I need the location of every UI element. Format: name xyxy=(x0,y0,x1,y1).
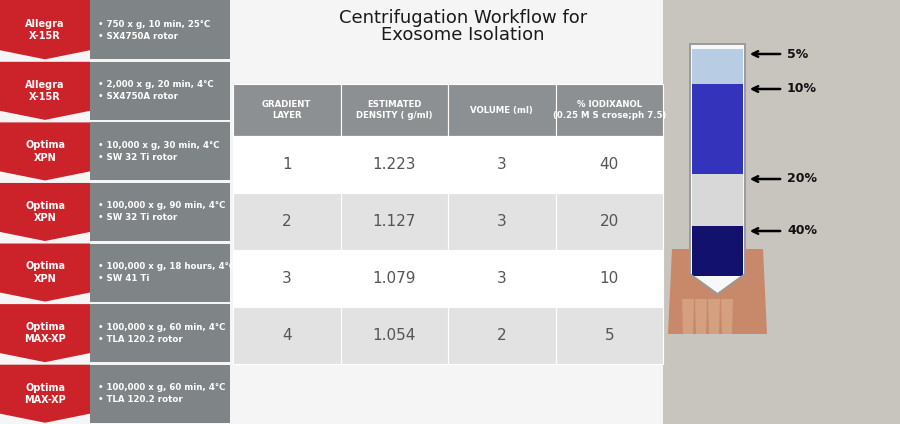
Polygon shape xyxy=(448,250,555,307)
Text: Optima
MAX-XP: Optima MAX-XP xyxy=(24,382,66,405)
Text: • 750 x g, 10 min, 25°C: • 750 x g, 10 min, 25°C xyxy=(98,20,211,29)
Text: • 10,000 x g, 30 min, 4°C: • 10,000 x g, 30 min, 4°C xyxy=(98,141,220,150)
Text: 1: 1 xyxy=(282,157,292,172)
Text: 20%: 20% xyxy=(787,173,817,186)
Polygon shape xyxy=(0,243,90,301)
Text: ESTIMATED
DENSITY ( g/ml): ESTIMATED DENSITY ( g/ml) xyxy=(356,100,433,120)
Polygon shape xyxy=(340,193,448,250)
Text: • 100,000 x g, 60 min, 4°C: • 100,000 x g, 60 min, 4°C xyxy=(98,323,225,332)
Text: 40%: 40% xyxy=(787,224,817,237)
Polygon shape xyxy=(695,299,707,334)
Text: 3: 3 xyxy=(497,271,507,286)
Text: Allegra
X-15R: Allegra X-15R xyxy=(25,80,65,102)
Polygon shape xyxy=(448,193,555,250)
Polygon shape xyxy=(340,250,448,307)
Polygon shape xyxy=(692,49,743,84)
Polygon shape xyxy=(0,365,90,423)
Text: 1.127: 1.127 xyxy=(373,214,416,229)
Polygon shape xyxy=(90,123,230,181)
Polygon shape xyxy=(690,44,745,294)
Text: Allegra
X-15R: Allegra X-15R xyxy=(25,19,65,42)
Polygon shape xyxy=(233,136,340,193)
Polygon shape xyxy=(555,307,663,364)
Text: • SX4750A rotor: • SX4750A rotor xyxy=(98,92,178,101)
Polygon shape xyxy=(663,0,900,424)
Text: Optima
XPN: Optima XPN xyxy=(25,140,65,163)
Text: 1.079: 1.079 xyxy=(373,271,416,286)
Text: • TLA 120.2 rotor: • TLA 120.2 rotor xyxy=(98,395,183,404)
Polygon shape xyxy=(721,299,733,334)
Text: 10: 10 xyxy=(599,271,619,286)
Text: 40: 40 xyxy=(599,157,619,172)
Text: 3: 3 xyxy=(282,271,292,286)
Polygon shape xyxy=(340,84,448,136)
Text: • SW 32 Ti rotor: • SW 32 Ti rotor xyxy=(98,153,177,162)
Polygon shape xyxy=(233,307,340,364)
Text: Optima
XPN: Optima XPN xyxy=(25,261,65,284)
Polygon shape xyxy=(0,123,90,181)
Polygon shape xyxy=(90,304,230,362)
Polygon shape xyxy=(0,62,90,120)
Polygon shape xyxy=(0,183,90,241)
Polygon shape xyxy=(555,193,663,250)
Text: 3: 3 xyxy=(497,157,507,172)
Text: 20: 20 xyxy=(599,214,619,229)
Text: • 2,000 x g, 20 min, 4°C: • 2,000 x g, 20 min, 4°C xyxy=(98,81,213,89)
Text: Optima
MAX-XP: Optima MAX-XP xyxy=(24,322,66,344)
Text: VOLUME (ml): VOLUME (ml) xyxy=(471,106,533,114)
Text: 1.054: 1.054 xyxy=(373,328,416,343)
Polygon shape xyxy=(692,174,743,226)
Text: • 100,000 x g, 90 min, 4°C: • 100,000 x g, 90 min, 4°C xyxy=(98,201,225,210)
Polygon shape xyxy=(90,243,230,301)
Polygon shape xyxy=(555,136,663,193)
Text: • 100,000 x g, 60 min, 4°C: • 100,000 x g, 60 min, 4°C xyxy=(98,383,225,392)
Text: 5%: 5% xyxy=(787,47,808,61)
Text: • TLA 120.2 rotor: • TLA 120.2 rotor xyxy=(98,335,183,343)
Text: 5: 5 xyxy=(605,328,614,343)
Polygon shape xyxy=(682,299,694,334)
Text: % IODIXANOL
(0.25 M S crose;ph 7.5): % IODIXANOL (0.25 M S crose;ph 7.5) xyxy=(553,100,666,120)
Polygon shape xyxy=(708,299,720,334)
Text: • 100,000 x g, 18 hours, 4°C: • 100,000 x g, 18 hours, 4°C xyxy=(98,262,235,271)
Text: Centrifugation Workflow for: Centrifugation Workflow for xyxy=(339,9,587,27)
Polygon shape xyxy=(340,136,448,193)
Polygon shape xyxy=(0,304,90,362)
Text: 3: 3 xyxy=(497,214,507,229)
Polygon shape xyxy=(555,84,663,136)
Polygon shape xyxy=(668,249,767,334)
Polygon shape xyxy=(90,365,230,423)
Text: 4: 4 xyxy=(282,328,292,343)
Text: • SX4750A rotor: • SX4750A rotor xyxy=(98,32,178,41)
Polygon shape xyxy=(233,84,340,136)
Polygon shape xyxy=(90,62,230,120)
Text: 10%: 10% xyxy=(787,83,817,95)
Polygon shape xyxy=(692,226,743,276)
Polygon shape xyxy=(448,307,555,364)
Text: • SW 32 Ti rotor: • SW 32 Ti rotor xyxy=(98,214,177,223)
Text: 2: 2 xyxy=(497,328,507,343)
Polygon shape xyxy=(233,250,340,307)
Polygon shape xyxy=(448,136,555,193)
Polygon shape xyxy=(90,183,230,241)
Text: 1.223: 1.223 xyxy=(373,157,416,172)
Text: GRADIENT
LAYER: GRADIENT LAYER xyxy=(262,100,311,120)
Polygon shape xyxy=(233,193,340,250)
Polygon shape xyxy=(448,84,555,136)
Text: Optima
XPN: Optima XPN xyxy=(25,201,65,223)
Text: • SW 41 Ti: • SW 41 Ti xyxy=(98,274,149,283)
Text: Exosome Isolation: Exosome Isolation xyxy=(382,26,544,44)
Text: 2: 2 xyxy=(282,214,292,229)
Polygon shape xyxy=(0,0,90,59)
Polygon shape xyxy=(692,84,743,174)
Polygon shape xyxy=(555,250,663,307)
Polygon shape xyxy=(340,307,448,364)
Polygon shape xyxy=(90,0,230,59)
